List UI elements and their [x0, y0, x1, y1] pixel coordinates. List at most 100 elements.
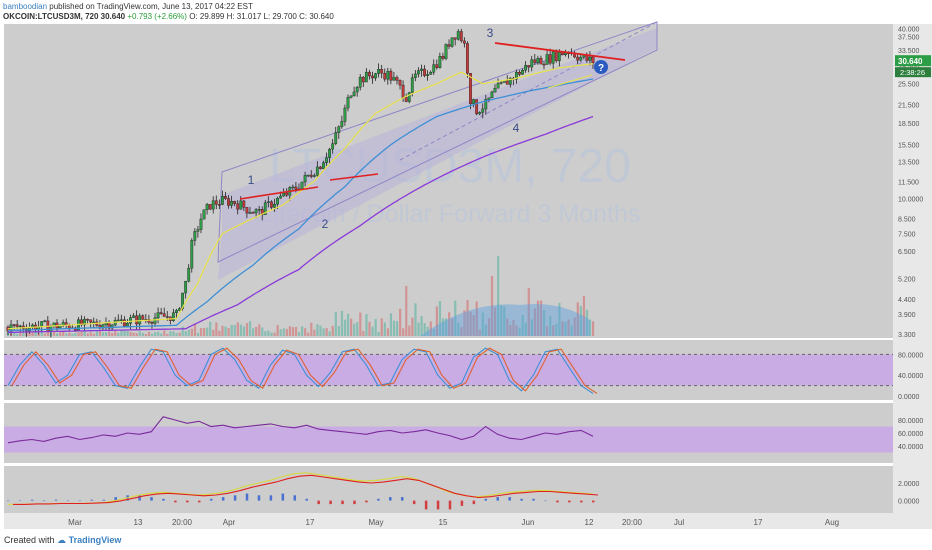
volume-bar — [270, 332, 273, 336]
macd-histogram-bar — [305, 498, 308, 501]
macd-histogram-bar — [424, 500, 428, 510]
time-tick-label: 12 — [585, 518, 594, 527]
symbol-label: OKCOIN:LTCUSD3M, 720 — [3, 12, 99, 21]
candle-body — [18, 325, 22, 328]
macd-histogram-bar — [460, 500, 464, 506]
volume-bar — [472, 315, 475, 336]
candle-body — [266, 201, 270, 203]
volume-bar — [359, 312, 362, 336]
author-link[interactable]: bamboodian — [3, 2, 48, 11]
volume-bar — [380, 318, 383, 336]
volume-bar — [239, 324, 242, 336]
question-icon — [594, 60, 608, 74]
candle-body — [110, 324, 114, 329]
candle-body — [459, 31, 463, 42]
time-tick-label: Jun — [522, 518, 535, 527]
macd-histogram-bar — [257, 495, 261, 501]
volume-bar — [579, 305, 582, 336]
price-tick-label: 3.300 — [898, 332, 916, 339]
candle-body — [322, 162, 325, 169]
rsi-tick-label: 40.0000 — [898, 444, 923, 451]
candle-body — [536, 58, 540, 63]
macd-histogram-bar — [269, 495, 273, 501]
candle-body — [493, 87, 497, 93]
price-channel — [218, 28, 657, 280]
volume-bar — [438, 301, 442, 336]
volume-bar — [506, 318, 509, 336]
candle-body — [171, 312, 175, 321]
candle-body — [358, 76, 362, 88]
volume-bar — [307, 332, 310, 336]
tradingview-brand[interactable]: TradingView — [68, 535, 122, 545]
candle-body — [392, 77, 396, 81]
time-tick-label: May — [368, 518, 383, 527]
volume-bar — [383, 322, 386, 336]
candle-body — [383, 72, 387, 80]
macd-histogram-bar — [329, 500, 332, 505]
time-tick-label: 17 — [306, 518, 315, 527]
volume-bar — [322, 328, 325, 336]
macd-histogram-bar — [568, 500, 571, 503]
current-price-tag — [895, 55, 931, 67]
macd-histogram-bar — [532, 498, 535, 501]
candle-body — [386, 70, 390, 80]
candle-body — [450, 37, 454, 47]
volume-bar — [564, 321, 567, 336]
macd-pane — [4, 466, 893, 513]
volume-bar — [466, 300, 469, 336]
candle-body — [224, 196, 227, 199]
low-value: L: 29.700 — [263, 12, 297, 21]
time-tick-label: 17 — [754, 518, 763, 527]
volume-bar — [215, 322, 218, 336]
volume-bar — [573, 317, 576, 336]
candle-body — [279, 195, 282, 199]
volume-bar — [77, 332, 80, 336]
candle-body — [196, 229, 200, 232]
volume-bar — [484, 324, 488, 336]
volume-bar — [129, 331, 132, 336]
volume-bar — [301, 326, 304, 336]
volume-bar — [343, 319, 347, 336]
candle-body — [539, 58, 543, 65]
macd-histogram-bar — [496, 497, 499, 501]
candle-body — [328, 148, 331, 158]
volume-bar — [52, 331, 56, 336]
macd-histogram-bar — [436, 500, 440, 510]
volume-bar — [184, 331, 187, 336]
volume-bar — [74, 333, 77, 336]
volume-bar — [469, 311, 472, 336]
macd-histogram-bar — [341, 500, 344, 505]
macd-histogram-bar — [400, 497, 404, 501]
time-tick-label: 13 — [134, 518, 143, 527]
macd-histogram-bar — [90, 499, 94, 501]
candle-body — [380, 69, 384, 74]
wave-label: 4 — [513, 121, 520, 135]
volume-bar — [68, 332, 71, 336]
candle-body — [413, 73, 417, 78]
macd-histogram-bar — [281, 493, 285, 501]
volume-bar — [117, 332, 120, 336]
macd-histogram-bar — [484, 498, 488, 501]
volume-bar — [457, 322, 460, 336]
price-tick-label: 13.500 — [898, 160, 920, 167]
volume-bar — [230, 325, 233, 336]
candle-body — [462, 40, 466, 44]
close-value: C: 30.640 — [299, 12, 334, 21]
candle-body — [505, 80, 509, 85]
macd-histogram-bar — [293, 495, 297, 501]
candle-body — [551, 51, 555, 64]
candle-body — [15, 324, 19, 327]
candle-body — [309, 174, 313, 177]
macd-histogram-bar — [233, 495, 237, 501]
candle-body — [132, 315, 135, 318]
volume-bar — [530, 319, 533, 336]
volume-bar — [408, 325, 411, 336]
candle-body — [190, 240, 194, 269]
price-tick-label: 33.500 — [898, 48, 920, 55]
macd-histogram-bar — [30, 499, 34, 501]
candle-body — [429, 72, 433, 75]
volume-bar — [426, 326, 429, 336]
volume-bar — [493, 307, 497, 336]
volume-bar — [435, 306, 438, 336]
